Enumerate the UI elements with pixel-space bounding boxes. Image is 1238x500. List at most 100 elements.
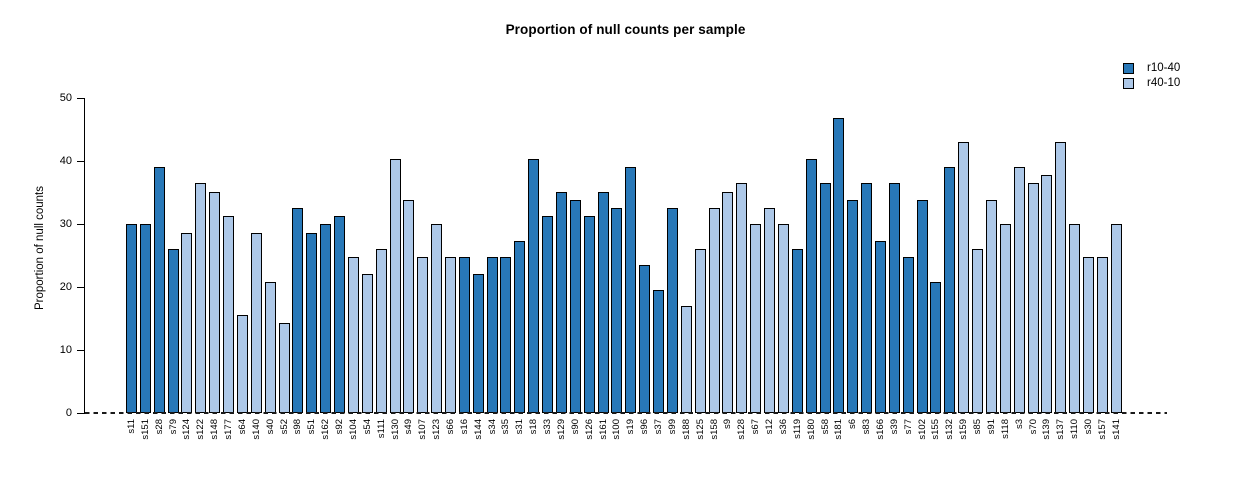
y-axis-tick [77, 97, 84, 99]
bar-s83 [861, 183, 873, 413]
x-axis-label-s96: s96 [639, 419, 651, 435]
y-axis-tick [77, 413, 84, 415]
bar-s91 [985, 199, 997, 413]
legend-swatch-r10-40-icon [1123, 63, 1134, 74]
bar-s181 [833, 117, 845, 413]
x-axis-label-s180: s180 [805, 419, 817, 440]
x-axis-label-s51: s51 [306, 419, 318, 435]
x-axis-label-s151: s151 [139, 419, 151, 440]
bar-s12 [764, 207, 776, 413]
bar-s34 [486, 257, 498, 413]
x-axis-label-s123: s123 [431, 419, 443, 440]
y-axis-tick [77, 223, 84, 225]
y-axis-tick [77, 160, 84, 162]
x-axis-label-s70: s70 [1027, 419, 1039, 435]
x-axis-label-s100: s100 [611, 419, 623, 440]
bar-s54 [361, 273, 373, 413]
x-axis-label-s129: s129 [555, 419, 567, 440]
bar-s151 [139, 224, 151, 413]
y-axis-tick-label: 10 [59, 343, 72, 356]
x-axis-label-s130: s130 [389, 419, 401, 440]
bar-s30 [1083, 257, 1095, 413]
bar-s148 [209, 191, 221, 413]
x-axis-label-s54: s54 [361, 419, 373, 435]
bar-s77 [902, 257, 914, 413]
bar-s11 [126, 224, 137, 413]
x-axis-label-s161: s161 [597, 419, 609, 440]
x-axis-label-s104: s104 [347, 419, 359, 440]
bar-s118 [999, 224, 1011, 413]
x-axis-label-s140: s140 [250, 419, 262, 440]
x-axis-label-s18: s18 [528, 419, 540, 435]
bar-s58 [819, 183, 831, 413]
x-axis-label-s107: s107 [417, 419, 429, 440]
bar-s36 [777, 224, 789, 413]
x-axis-label-s99: s99 [666, 419, 678, 435]
legend-label: r40-10 [1147, 77, 1181, 89]
bar-s155 [930, 281, 942, 413]
bar-s159 [958, 142, 970, 413]
bar-s90 [569, 199, 581, 413]
x-axis-label-s128: s128 [736, 419, 748, 440]
bar-s67 [750, 224, 762, 413]
x-axis-label-s122: s122 [195, 419, 207, 440]
x-axis-label-s158: s158 [708, 419, 720, 440]
y-axis-tick [77, 349, 84, 352]
bar-s111 [375, 248, 387, 413]
bar-s40 [264, 281, 276, 413]
bar-s119 [791, 248, 803, 413]
bar-s99 [666, 207, 678, 413]
bar-s100 [611, 207, 623, 413]
bar-s188 [680, 306, 692, 413]
x-axis-label-s118: s118 [999, 419, 1011, 439]
bar-s161 [597, 191, 609, 413]
bar-s177 [223, 216, 235, 413]
x-axis-label-s36: s36 [777, 419, 789, 435]
x-axis-label-s85: s85 [972, 419, 984, 435]
x-axis-label-s33: s33 [542, 419, 554, 435]
bar-s129 [555, 191, 567, 413]
x-axis-label-s166: s166 [874, 419, 886, 440]
x-axis-label-s77: s77 [902, 419, 914, 435]
bar-s92 [334, 216, 346, 413]
x-axis-label-s110: s110 [1069, 419, 1081, 439]
legend-item-r10-40: r10-40 [1123, 62, 1181, 74]
bar-s52 [278, 322, 290, 413]
bar-s66 [445, 257, 456, 413]
bar-s166 [874, 240, 886, 413]
bar-s162 [320, 224, 332, 413]
x-axis-label-s92: s92 [334, 419, 346, 435]
x-axis-label-s52: s52 [278, 419, 290, 435]
bar-s70 [1027, 183, 1039, 413]
x-axis-label-s34: s34 [486, 419, 498, 435]
x-axis-label-s111: s111 [375, 419, 387, 439]
bar-s124 [181, 232, 193, 413]
bar-s9 [722, 191, 734, 413]
bar-s33 [542, 216, 554, 413]
bar-s16 [458, 257, 470, 413]
x-axis-label-s19: s19 [625, 419, 637, 435]
x-axis-label-s144: s144 [472, 419, 484, 440]
y-axis-tick-label: 50 [59, 91, 72, 104]
x-axis-label-s155: s155 [930, 419, 942, 440]
bar-s85 [972, 248, 984, 413]
bar-s110 [1069, 224, 1081, 413]
bar-s128 [736, 183, 748, 413]
y-axis-tick-label: 0 [65, 407, 72, 419]
bar-s3 [1013, 166, 1025, 413]
zero-dashed-line [85, 412, 1167, 414]
y-axis-tick [77, 286, 84, 288]
bar-s140 [250, 232, 262, 413]
x-axis-label-s126: s126 [583, 419, 595, 440]
bar-s6 [847, 199, 859, 413]
legend-label: r10-40 [1147, 62, 1181, 74]
bar-s28 [153, 166, 165, 413]
x-axis-label-s11: s11 [126, 419, 137, 434]
x-axis-label-s157: s157 [1096, 419, 1108, 440]
bar-s31 [514, 240, 526, 413]
x-axis-label-s28: s28 [153, 419, 165, 435]
x-axis-label-s64: s64 [236, 419, 248, 435]
bar-s132 [944, 166, 956, 413]
bar-s37 [653, 289, 665, 413]
